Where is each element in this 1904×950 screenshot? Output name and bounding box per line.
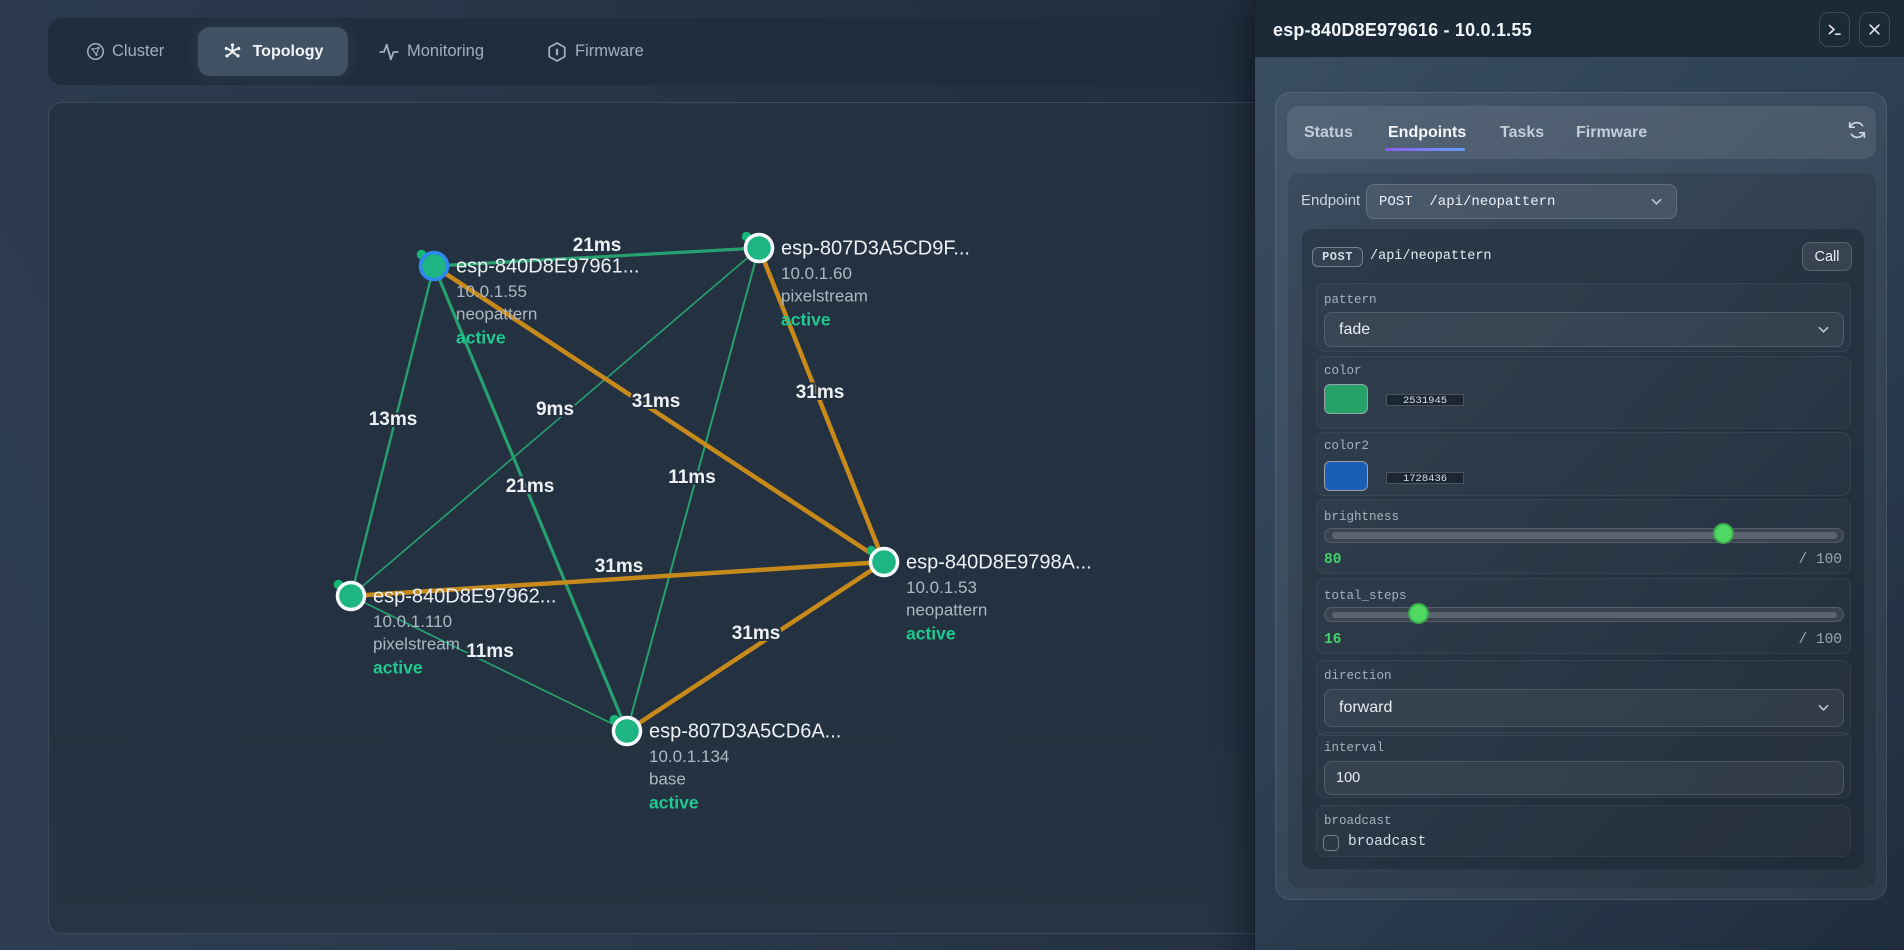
svg-text:31ms: 31ms (796, 382, 845, 403)
svg-text:11ms: 11ms (668, 467, 716, 488)
svg-text:21ms: 21ms (506, 476, 555, 497)
svg-text:esp-807D3A5CD6A...: esp-807D3A5CD6A... (649, 721, 841, 743)
svg-text:10.0.1.55: 10.0.1.55 (456, 282, 527, 301)
svg-text:31ms: 31ms (732, 623, 781, 644)
svg-text:10.0.1.53: 10.0.1.53 (906, 578, 977, 597)
svg-text:10.0.1.110: 10.0.1.110 (373, 612, 452, 631)
svg-text:neopattern: neopattern (906, 601, 987, 620)
svg-text:esp-840D8E97961...: esp-840D8E97961... (456, 256, 639, 278)
svg-text:esp-840D8E97962...: esp-840D8E97962... (373, 586, 556, 608)
svg-text:esp-840D8E9798A...: esp-840D8E9798A... (906, 552, 1092, 574)
svg-text:active: active (456, 328, 506, 348)
svg-text:pixelstream: pixelstream (373, 635, 460, 654)
svg-text:pixelstream: pixelstream (781, 287, 868, 306)
svg-text:10.0.1.60: 10.0.1.60 (781, 264, 852, 283)
svg-text:base: base (649, 770, 686, 789)
svg-text:9ms: 9ms (536, 399, 574, 420)
svg-text:esp-807D3A5CD9F...: esp-807D3A5CD9F... (781, 238, 970, 260)
svg-text:31ms: 31ms (632, 391, 681, 412)
svg-text:31ms: 31ms (595, 556, 644, 577)
svg-text:11ms: 11ms (466, 641, 514, 662)
svg-text:13ms: 13ms (369, 409, 418, 430)
svg-text:21ms: 21ms (573, 235, 622, 256)
svg-text:neopattern: neopattern (456, 305, 537, 324)
svg-text:active: active (906, 624, 956, 644)
svg-text:10.0.1.134: 10.0.1.134 (649, 747, 729, 766)
svg-text:active: active (649, 793, 699, 813)
svg-text:active: active (373, 658, 423, 678)
svg-text:active: active (781, 310, 831, 330)
